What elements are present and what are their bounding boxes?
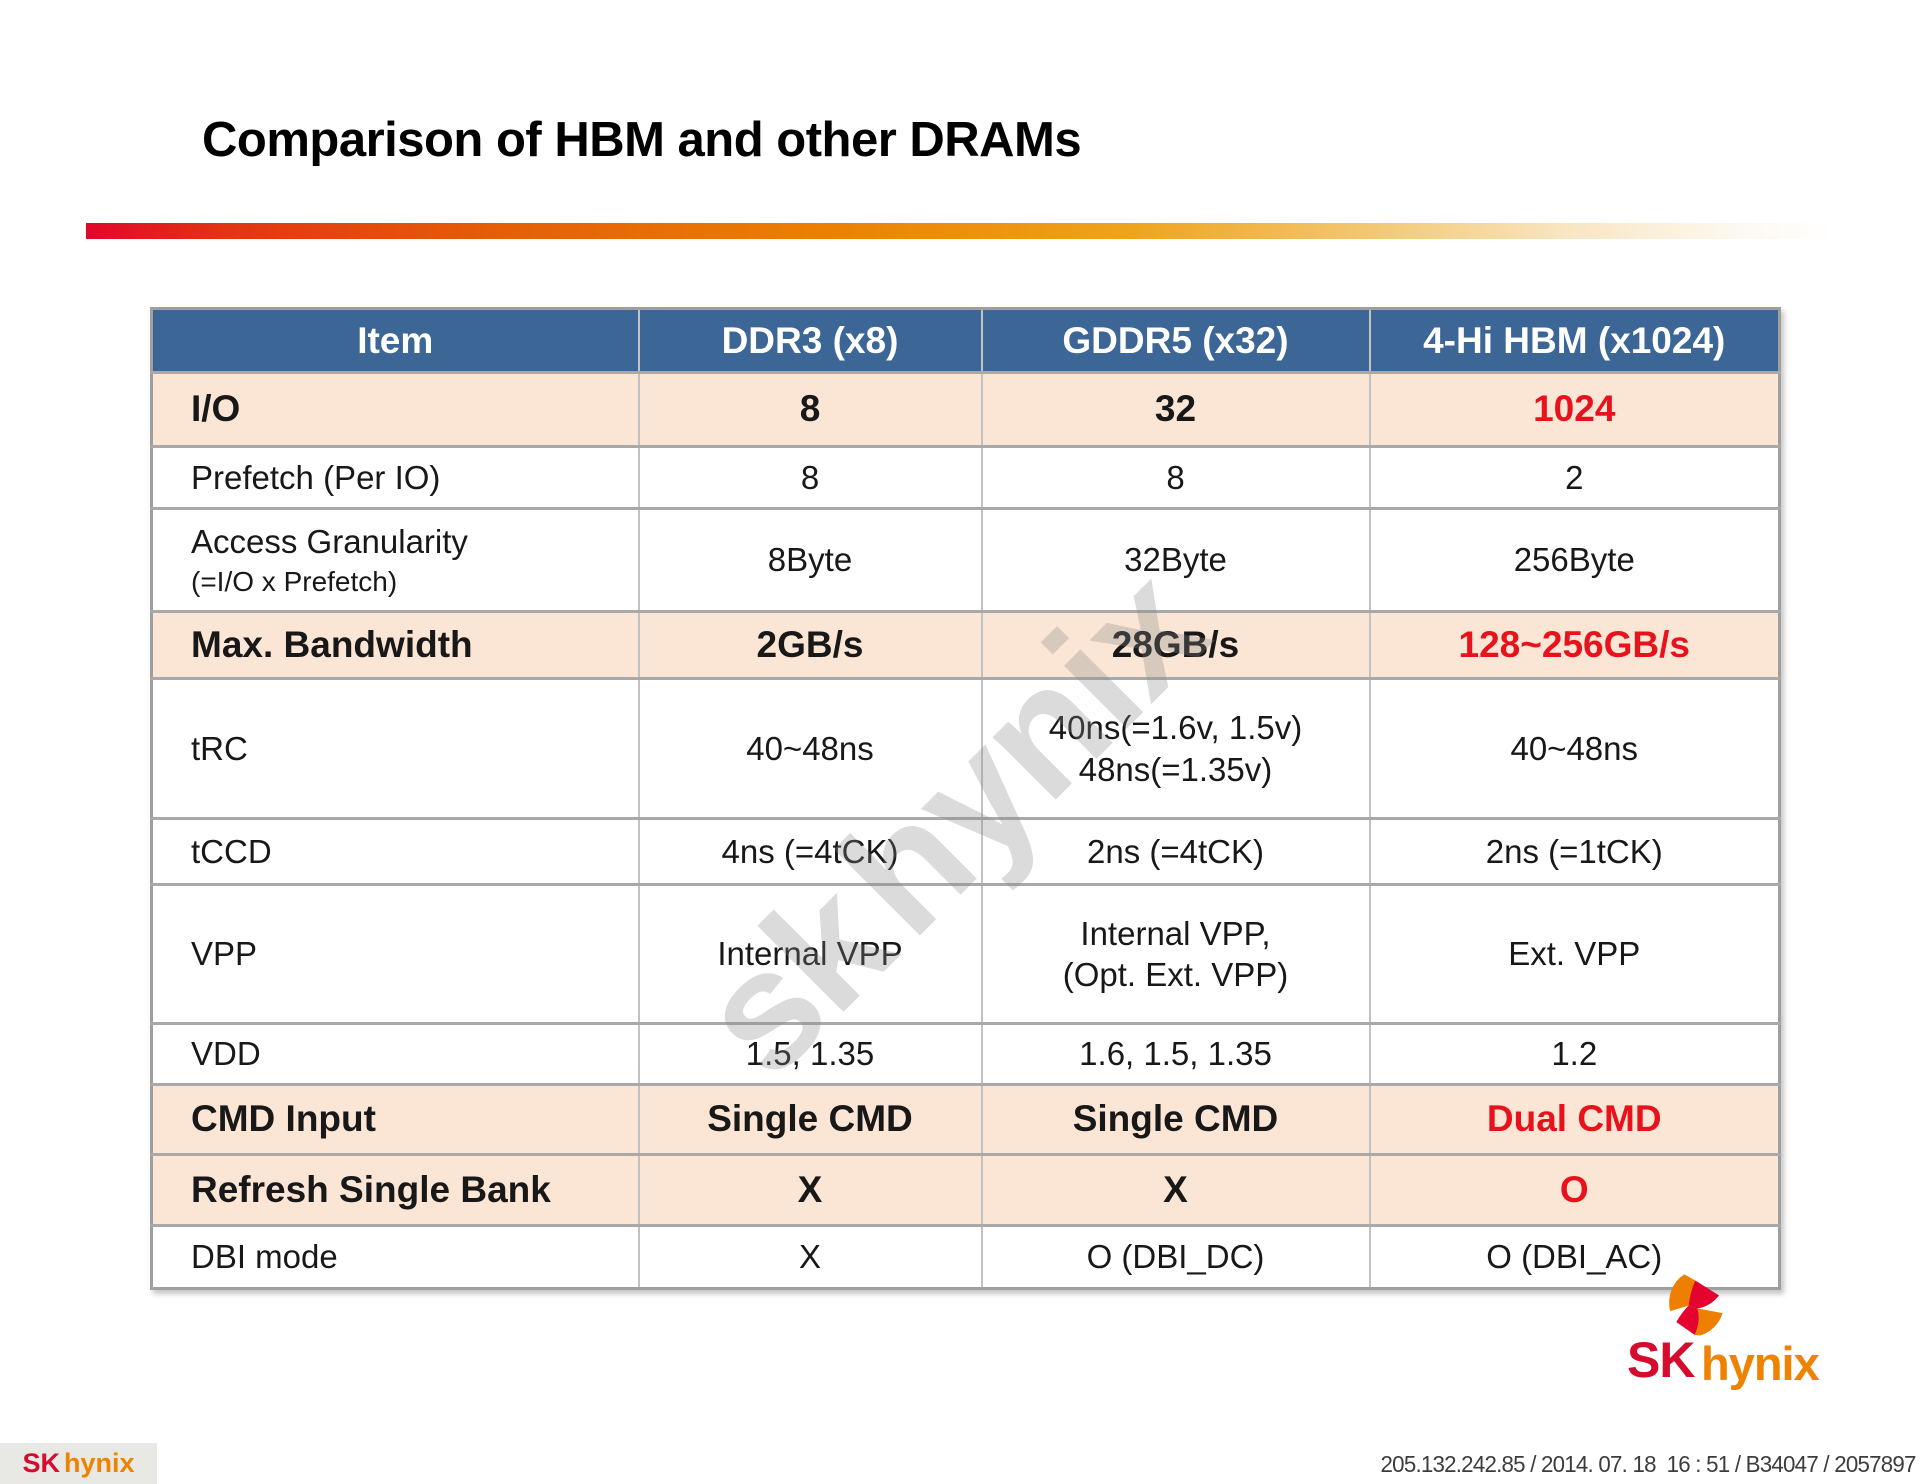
comparison-table: Item DDR3 (x8) GDDR5 (x32) 4-Hi HBM (x10… (150, 307, 1781, 1290)
cell-ddr3: 2GB/s (637, 610, 982, 679)
cell-hbm: 40~48ns (1368, 677, 1780, 819)
column-header-hbm: 4-Hi HBM (x1024) (1368, 308, 1780, 373)
cell-gddr5: Single CMD (980, 1083, 1370, 1155)
cell-ddr3: 1.5, 1.35 (637, 1022, 982, 1085)
row-label: tRC (151, 677, 639, 819)
footer-logo-box: SK hynix (0, 1443, 157, 1484)
cell-gddr5: 40ns(=1.6v, 1.5v) 48ns(=1.35v) (980, 677, 1370, 819)
footer-logo-hynix: hynix (63, 1448, 135, 1478)
table-row: Refresh Single Bank X X O (151, 1153, 1780, 1226)
cell-hbm: 1.2 (1368, 1022, 1780, 1085)
table-row: I/O 8 32 1024 (151, 371, 1780, 447)
row-label: VDD (151, 1022, 639, 1085)
cell-ddr3: 8 (637, 371, 982, 447)
cell-hbm: O (DBI_AC) (1368, 1224, 1780, 1289)
cell-ddr3: 40~48ns (637, 677, 982, 819)
column-header-gddr5: GDDR5 (x32) (980, 308, 1370, 373)
row-label: CMD Input (151, 1083, 639, 1155)
cell-gddr5: X (980, 1153, 1370, 1226)
cell-ddr3: 8Byte (637, 507, 982, 612)
cell-hbm: 1024 (1368, 371, 1780, 447)
table-row: CMD Input Single CMD Single CMD Dual CMD (151, 1083, 1780, 1155)
cell-hbm: 256Byte (1368, 507, 1780, 612)
skhynix-butterfly-icon (1669, 1274, 1723, 1336)
cell-ddr3: 8 (637, 445, 982, 509)
table-row: tCCD 4ns (=4tCK) 2ns (=4tCK) 2ns (=1tCK) (151, 817, 1780, 885)
page-title: Comparison of HBM and other DRAMs (202, 113, 1082, 167)
cell-ddr3: 4ns (=4tCK) (637, 817, 982, 885)
row-label: Prefetch (Per IO) (151, 445, 639, 509)
table-row: DBI mode X O (DBI_DC) O (DBI_AC) (151, 1224, 1780, 1289)
cell-hbm: 2ns (=1tCK) (1368, 817, 1780, 885)
table-row: Access Granularity (=I/O x Prefetch) 8Byt… (151, 507, 1780, 612)
row-label: VPP (151, 883, 639, 1024)
table-row: tRC 40~48ns 40ns(=1.6v, 1.5v) 48ns(=1.35… (151, 677, 1780, 819)
row-label: Refresh Single Bank (151, 1153, 639, 1226)
row-label: I/O (151, 371, 639, 447)
row-label: DBI mode (151, 1224, 639, 1289)
cell-ddr3: X (637, 1224, 982, 1289)
title-accent-bar (86, 223, 1834, 239)
cell-hbm: O (1368, 1153, 1780, 1226)
cell-gddr5: 2ns (=4tCK) (980, 817, 1370, 885)
cell-hbm: Ext. VPP (1368, 883, 1780, 1024)
cell-gddr5: 8 (980, 445, 1370, 509)
row-sublabel: (=I/O x Prefetch) (191, 566, 398, 598)
table-header-row: Item DDR3 (x8) GDDR5 (x32) 4-Hi HBM (x10… (151, 308, 1780, 373)
row-label: tCCD (151, 817, 639, 885)
cell-gddr5: O (DBI_DC) (980, 1224, 1370, 1289)
cell-gddr5: 32 (980, 371, 1370, 447)
table-row: Max. Bandwidth 2GB/s 28GB/s 128~256GB/s (151, 610, 1780, 679)
cell-gddr5: 28GB/s (980, 610, 1370, 679)
column-header-item: Item (151, 308, 639, 373)
cell-gddr5: 32Byte (980, 507, 1370, 612)
cell-gddr5: Internal VPP, (Opt. Ext. VPP) (980, 883, 1370, 1024)
table-row: VDD 1.5, 1.35 1.6, 1.5, 1.35 1.2 (151, 1022, 1780, 1085)
footer-logo-sk: SK (22, 1448, 60, 1478)
table-row: VPP Internal VPP Internal VPP, (Opt. Ext… (151, 883, 1780, 1024)
table-row: Prefetch (Per IO) 8 8 2 (151, 445, 1780, 509)
cell-hbm: 128~256GB/s (1368, 610, 1780, 679)
cell-hbm: 2 (1368, 445, 1780, 509)
cell-gddr5: 1.6, 1.5, 1.35 (980, 1022, 1370, 1085)
cell-hbm: Dual CMD (1368, 1083, 1780, 1155)
cell-ddr3: X (637, 1153, 982, 1226)
cell-ddr3: Internal VPP (637, 883, 982, 1024)
row-label: Access Granularity (=I/O x Prefetch) (151, 507, 639, 612)
cell-ddr3: Single CMD (637, 1083, 982, 1155)
column-header-ddr3: DDR3 (x8) (637, 308, 982, 373)
logo-sk-text: SK (1627, 1332, 1695, 1388)
row-label: Max. Bandwidth (151, 610, 639, 679)
logo-hynix-text: hynix (1701, 1337, 1820, 1390)
footer-info-text: 205.132.242.85 / 2014. 07. 18 16 : 51 / … (1380, 1451, 1917, 1477)
